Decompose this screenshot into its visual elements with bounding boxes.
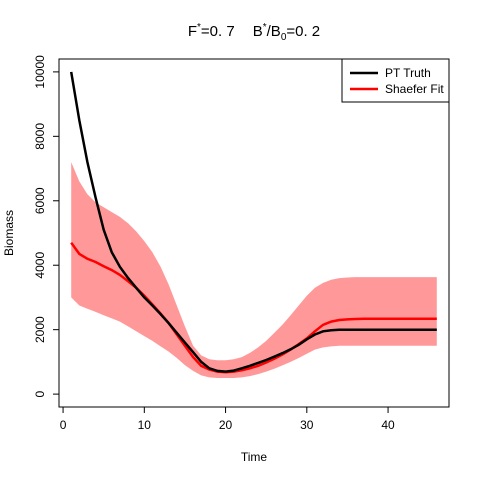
y-axis-label: Biomass: [2, 210, 16, 256]
y-tick-label: 6000: [33, 187, 47, 214]
title-f-value: =0. 7: [201, 23, 235, 40]
legend: PT Truth Shaefer Fit: [341, 58, 450, 103]
x-axis-label: Time: [241, 450, 268, 464]
title-b-sub: 0: [281, 32, 287, 43]
chart-title: F*=0. 7 B*/B0=0. 2: [188, 22, 320, 43]
title-b-label: B: [253, 23, 263, 40]
legend-label-shaefer-fit: Shaefer Fit: [385, 82, 444, 96]
x-tick-label: 30: [300, 418, 314, 432]
plot-area: [69, 71, 437, 378]
x-axis: 0 10 20 30 40: [60, 406, 395, 432]
legend-label-pt-truth: PT Truth: [385, 66, 431, 80]
y-tick-label: 10000: [33, 55, 47, 89]
y-tick-label: 0: [33, 390, 47, 397]
y-tick-label: 4000: [33, 252, 47, 279]
y-tick-label: 2000: [33, 316, 47, 343]
x-tick-label: 20: [219, 418, 233, 432]
x-tick-label: 0: [60, 418, 67, 432]
x-tick-label: 40: [381, 418, 395, 432]
title-b-value: =0. 2: [286, 23, 320, 40]
legend-box: [341, 58, 450, 103]
y-tick-label: 8000: [33, 123, 47, 150]
title-b-div: /B: [267, 23, 281, 40]
title-b-sup: *: [263, 22, 267, 33]
title-f-label: F: [188, 23, 197, 40]
title-f-sup: *: [197, 22, 201, 33]
x-tick-label: 10: [138, 418, 152, 432]
y-axis: 0 2000 4000 6000 8000 10000: [33, 55, 60, 397]
confidence-band: [71, 162, 437, 378]
series-line-pt-truth: [69, 71, 437, 373]
